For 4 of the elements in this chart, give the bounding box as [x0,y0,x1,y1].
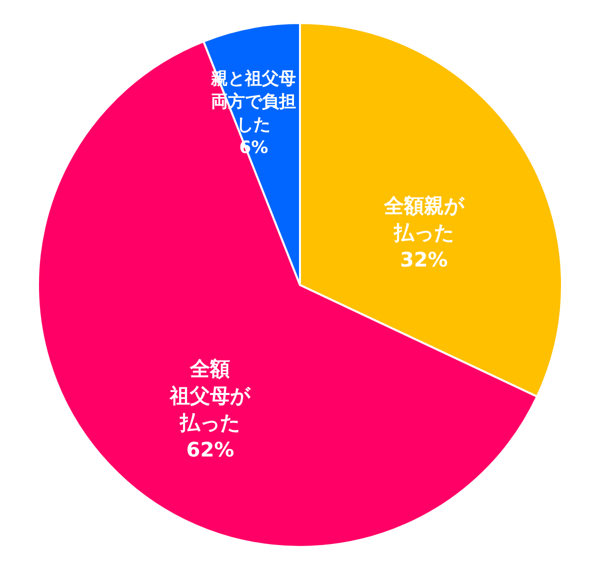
slice-label: 全額親が払った [382,193,465,244]
data-label: 62% [186,437,234,462]
data-label: 32% [400,247,448,272]
slice-label: 全額祖父母が払った [169,356,252,434]
